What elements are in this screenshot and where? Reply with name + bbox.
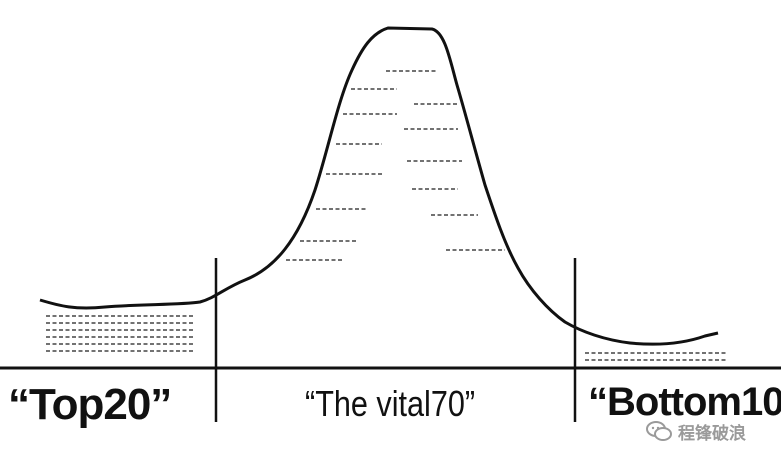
label-top20: “Top20”: [8, 380, 172, 429]
distribution-curve: [39, 26, 719, 346]
watermark: 程锋破浪: [646, 418, 746, 444]
label-bottom10: “Bottom10”: [588, 380, 781, 424]
label-vital70: “The vital70”: [305, 383, 476, 424]
wechat-icon: [646, 421, 672, 441]
watermark-text: 程锋破浪: [678, 423, 746, 444]
dash-pattern: [46, 70, 728, 361]
